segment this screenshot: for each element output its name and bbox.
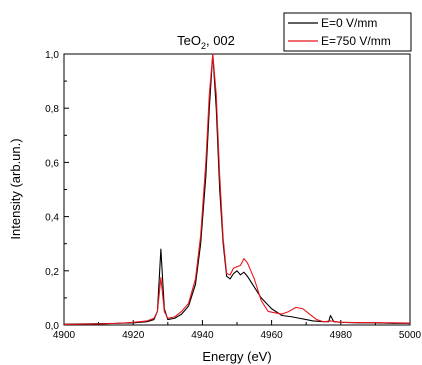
chart-title-subscript: 2 <box>201 41 206 51</box>
chart-title-rest: , 002 <box>206 33 235 48</box>
y-tick-label: 1,0 <box>45 50 59 61</box>
series-line-e750 <box>63 53 411 326</box>
y-axis-label: Intensity (arb.un.) <box>8 138 23 239</box>
chart-title: TeO2, 002 <box>177 33 235 51</box>
chart-title-main: TeO <box>177 33 201 48</box>
y-tick-label: 0,4 <box>45 213 59 224</box>
legend: E=0 V/mm E=750 V/mm <box>283 12 412 52</box>
x-tick-label: 4920 <box>122 330 145 341</box>
x-axis: 4900 4920 4940 4960 4980 5000 <box>53 320 422 341</box>
y-tick-label: 0,0 <box>45 321 59 332</box>
plot-frame <box>63 53 411 326</box>
series-line-e0 <box>63 53 410 325</box>
x-axis-label: Energy (eV) <box>202 349 271 364</box>
y-tick-label: 0,6 <box>45 158 59 169</box>
y-tick-label: 0,2 <box>45 267 59 278</box>
x-tick-label: 5000 <box>399 330 422 341</box>
series-lines <box>63 53 411 326</box>
x-tick-label: 4940 <box>191 330 214 341</box>
x-tick-label: 4980 <box>330 330 353 341</box>
legend-box <box>283 12 412 52</box>
y-axis: 0,0 0,2 0,4 0,6 0,8 1,0 <box>45 50 69 332</box>
y-tick-label: 0,8 <box>45 104 59 115</box>
x-tick-label: 4960 <box>260 330 283 341</box>
legend-label-e0: E=0 V/mm <box>321 16 377 30</box>
x-tick-label: 4900 <box>53 330 76 341</box>
legend-label-e750: E=750 V/mm <box>321 34 391 48</box>
